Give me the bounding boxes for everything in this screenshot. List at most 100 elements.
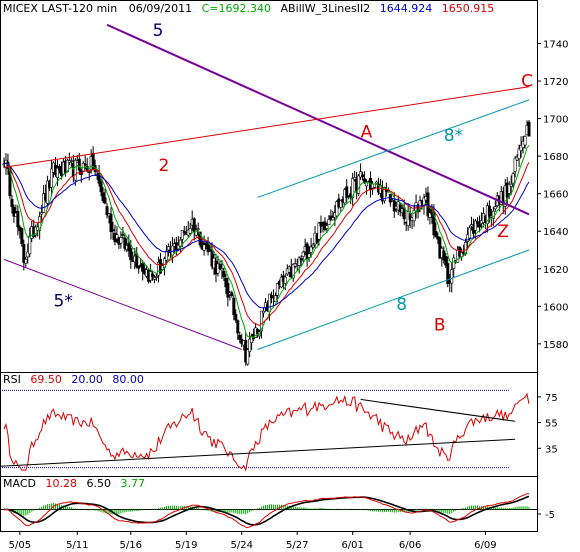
candle-body (452, 257, 456, 269)
candle-body (83, 163, 87, 166)
red-value-label: 1650.915 (442, 2, 495, 15)
candle-body (317, 222, 321, 240)
candle-body (309, 246, 313, 253)
candle-body (351, 178, 355, 198)
candle-body (24, 258, 28, 264)
candle-body (519, 145, 523, 151)
candle-body (444, 256, 448, 266)
price-tick-label: 1720 (543, 77, 568, 88)
candle-body (50, 168, 54, 188)
candle-body (16, 210, 20, 228)
rsi-tick-label: 75 (545, 393, 558, 404)
candle-body (345, 186, 349, 198)
candle-body (273, 295, 277, 303)
candle-body (527, 121, 531, 137)
candle-body (412, 209, 416, 222)
candle-body (487, 205, 491, 217)
candle-body (353, 177, 357, 180)
panel-frames (0, 0, 538, 532)
candle-body (137, 266, 141, 269)
wave-5star-line (3, 258, 242, 350)
candle-body (129, 248, 133, 261)
candle-body (491, 210, 495, 219)
candle-body (246, 349, 250, 365)
candle-body (468, 227, 472, 239)
date-label: 06/09/2011 (129, 2, 192, 15)
candle-body (226, 282, 230, 298)
candle-body (442, 250, 446, 261)
axes: 1580 1600 1620 1640 1660 1680 1700 1720 1740 5/05… (9, 40, 569, 551)
price-tick-label: 1580 (543, 340, 568, 351)
macd-signal-line (4, 495, 530, 526)
date-tick-label: 5/11 (66, 540, 88, 551)
candle-body (474, 220, 478, 231)
rsi-line (3, 392, 530, 472)
candle-body (509, 183, 513, 187)
candle-body (123, 237, 127, 249)
candle-body (12, 206, 16, 217)
candle-body (188, 228, 192, 234)
candle-body (151, 273, 155, 277)
candle-body (236, 320, 240, 334)
candle-body (327, 219, 331, 225)
candle-body (55, 167, 59, 178)
svg-text:MICEX LAST-120 min 06/09: MICEX LAST-120 min 06/09/2011 C=1692.340… (3, 2, 494, 15)
candle-body (428, 212, 432, 218)
candle-body (22, 244, 26, 263)
candle-body (359, 171, 363, 178)
date-tick-label: 5/19 (175, 540, 197, 551)
candle-body (119, 237, 123, 244)
candle-body (361, 174, 365, 178)
macd-label: MACD (3, 477, 36, 490)
rsi-tick-label: 35 (545, 444, 558, 455)
rsi-label: RSI (3, 373, 21, 386)
date-tick-label: 6/09 (474, 540, 496, 551)
candle-body (101, 192, 105, 201)
date-tick-label: 5/05 (9, 540, 31, 551)
candle-body (238, 334, 242, 340)
candle-body (311, 244, 315, 248)
wave-b-label: B (434, 316, 446, 336)
candle-body (382, 187, 386, 202)
macd-value: 10.28 (45, 477, 77, 490)
candle-body (250, 335, 254, 343)
price-tick-label: 1600 (543, 302, 568, 313)
rsi-trend-lower (0, 438, 516, 467)
candle-body (155, 276, 159, 278)
candle-body (230, 292, 234, 296)
panel-frame-2 (0, 476, 538, 532)
macd-line (3, 493, 529, 529)
candle-body (493, 206, 497, 210)
candle-body (523, 136, 527, 146)
candle-body (46, 180, 50, 204)
candle-body (176, 244, 180, 250)
candle-body (283, 276, 287, 284)
rsi-low-level: 20.00 (71, 373, 103, 386)
candle-body (180, 230, 184, 240)
svg-text:MACD 10.28 6.50: MACD 10.28 6.50 3.77 (3, 477, 145, 490)
wave-2-label: 2 (159, 156, 170, 176)
annotations: 5 5* 2 A 8* C 8 B Z (54, 21, 533, 336)
macd-signal-value: 6.50 (86, 477, 111, 490)
candle-body (224, 278, 228, 288)
candle-body (517, 148, 521, 159)
rsi-trend-upper (360, 398, 516, 422)
candle-body (121, 233, 125, 236)
rsi-high-level: 80.00 (112, 373, 144, 386)
candle-body (279, 276, 283, 288)
date-tick-label: 5/16 (120, 540, 142, 551)
candle-body (218, 264, 222, 269)
candle-body (477, 224, 481, 228)
wave-8star-label: 8* (444, 126, 463, 146)
candle-body (69, 160, 73, 162)
candle-body (339, 200, 343, 208)
date-tick-label: 6/01 (341, 540, 363, 551)
candle-body (109, 213, 113, 232)
candle-body (331, 217, 335, 221)
candle-body (127, 243, 131, 252)
candle-body (73, 159, 77, 181)
candle-body (222, 271, 226, 278)
svg-text:RSI 69.50 20.00: RSI 69.50 20.00 80.00 (3, 373, 144, 386)
candle-body (65, 159, 69, 173)
